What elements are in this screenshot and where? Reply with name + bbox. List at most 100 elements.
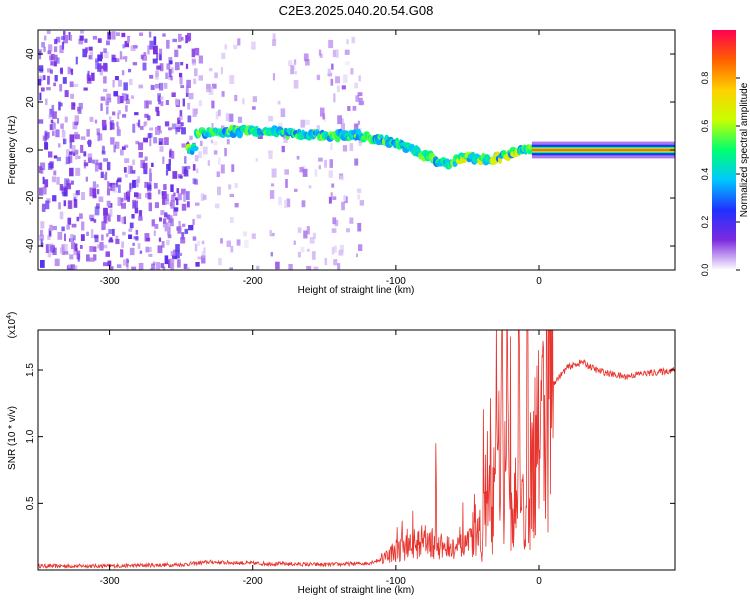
- heatmap-cell: [43, 75, 46, 81]
- heatmap-cell: [159, 146, 164, 152]
- heatmap-cell: [218, 109, 221, 117]
- heatmap-cell: [159, 217, 162, 222]
- heatmap-cell: [167, 226, 171, 236]
- heatmap-cell: [332, 196, 337, 200]
- heatmap-cell: [243, 231, 247, 237]
- heatmap-cell: [97, 63, 102, 72]
- heatmap-cell: [151, 219, 155, 227]
- heatmap-cell: [105, 99, 109, 106]
- heatmap-cell: [45, 244, 49, 253]
- heatmap-cell: [59, 84, 63, 92]
- heatmap-cell: [357, 194, 361, 200]
- heatmap-cell: [293, 62, 296, 71]
- heatmap-cell: [63, 31, 66, 35]
- heatmap-cell: [344, 196, 348, 204]
- heatmap-cell: [269, 229, 272, 236]
- heatmap-cell: [54, 46, 58, 53]
- heatmap-cell: [358, 141, 362, 147]
- heatmap-cell: [121, 32, 126, 38]
- heatmap-cell: [149, 268, 155, 270]
- heatmap-cell: [147, 45, 150, 55]
- colorbar-tick-label: 0.2: [700, 216, 710, 229]
- heatmap-cell: [180, 62, 184, 66]
- heatmap-cell: [80, 234, 85, 241]
- heatmap-cell: [275, 261, 280, 270]
- heatmap-cell: [39, 92, 42, 101]
- heatmap-cell: [134, 207, 139, 214]
- heatmap-cell: [329, 159, 333, 168]
- heatmap-cell: [83, 151, 87, 157]
- heatmap-cell: [185, 85, 189, 93]
- heatmap-cell: [154, 223, 159, 229]
- heatmap-cell: [353, 123, 358, 131]
- heatmap-cell: [339, 175, 345, 181]
- heatmap-cell: [158, 95, 161, 105]
- spectrogram-heatmap: [38, 30, 675, 270]
- heatmap-cell: [191, 58, 196, 64]
- heatmap-cell: [138, 119, 141, 128]
- heatmap-cell: [121, 197, 124, 202]
- heatmap-cell: [192, 219, 195, 225]
- heatmap-cell: [54, 39, 58, 45]
- heatmap-cell: [77, 109, 82, 114]
- heatmap-cell: [165, 169, 169, 176]
- heatmap-cell: [62, 77, 67, 84]
- heatmap-cell: [153, 36, 157, 46]
- heatmap-cell: [194, 155, 199, 162]
- heatmap-cell: [199, 140, 203, 147]
- heatmap-cell: [167, 163, 171, 171]
- heatmap-cell: [189, 135, 193, 141]
- heatmap-cell: [179, 252, 183, 256]
- heatmap-cell: [119, 51, 123, 60]
- heatmap-cell: [69, 81, 74, 88]
- heatmap-cell: [72, 121, 78, 130]
- heatmap-cell: [99, 69, 103, 76]
- heatmap-cell: [234, 94, 238, 102]
- heatmap-cell: [210, 139, 213, 144]
- heatmap-cell: [186, 267, 190, 270]
- heatmap-cell: [330, 192, 333, 197]
- heatmap-cell: [132, 62, 138, 66]
- chart-title: C2E3.2025.040.20.54.G08: [279, 3, 434, 18]
- heatmap-cell: [92, 159, 96, 164]
- heatmap-cell: [40, 168, 44, 174]
- heatmap-cell: [120, 149, 124, 156]
- heatmap-cell: [75, 167, 81, 176]
- heatmap-cell: [229, 75, 235, 84]
- heatmap-cell: [272, 73, 275, 81]
- heatmap-cell: [126, 267, 129, 270]
- heatmap-cell: [182, 98, 185, 107]
- heatmap-cell: [332, 217, 337, 225]
- heatmap-cell: [313, 266, 319, 270]
- heatmap-cell: [166, 164, 170, 170]
- heatmap-cell: [52, 121, 55, 131]
- heatmap-cell: [51, 176, 56, 183]
- heatmap-cell: [43, 46, 46, 52]
- heatmap-cell: [152, 261, 156, 265]
- heatmap-cell: [102, 124, 107, 131]
- heatmap-cell: [120, 249, 124, 258]
- heatmap-cell: [170, 250, 174, 257]
- heatmap-cell: [135, 179, 139, 188]
- heatmap-cell: [358, 244, 363, 251]
- heatmap-cell: [251, 41, 256, 50]
- heatmap-cell: [59, 247, 64, 254]
- heatmap-cell: [116, 121, 119, 127]
- heatmap-cell: [135, 200, 138, 207]
- heatmap-cell: [198, 75, 203, 81]
- heatmap-cell: [186, 79, 191, 89]
- heatmap-cell: [164, 255, 169, 265]
- heatmap-cell: [152, 58, 158, 64]
- heatmap-cell: [339, 244, 344, 253]
- heatmap-cell: [89, 246, 93, 252]
- y-tick-label: 0.5: [25, 496, 36, 510]
- heatmap-cell: [179, 110, 183, 117]
- heatmap-cell: [103, 215, 107, 224]
- heatmap-cell: [98, 196, 104, 202]
- heatmap-cell: [68, 32, 71, 41]
- heatmap-cell: [87, 141, 92, 145]
- heatmap-cell: [106, 200, 111, 207]
- heatmap-cell: [44, 132, 49, 140]
- heatmap-cell: [234, 203, 239, 208]
- heatmap-cell: [213, 141, 218, 146]
